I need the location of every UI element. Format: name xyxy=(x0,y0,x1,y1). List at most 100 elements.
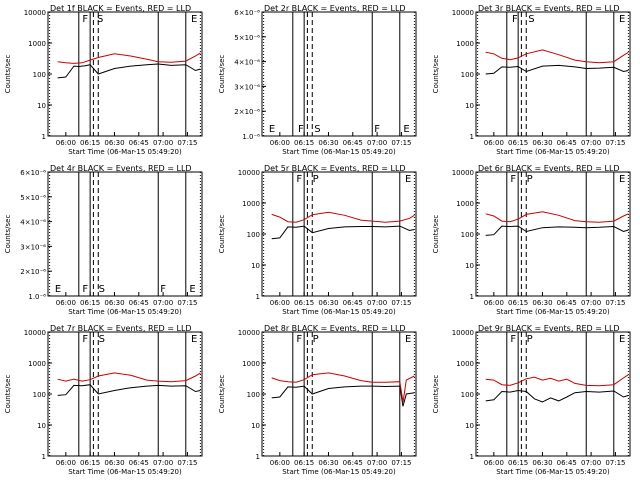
x-tick-label: 07:00 xyxy=(367,299,387,307)
y-tick-label: 100 xyxy=(461,231,474,239)
x-tick-label: 07:15 xyxy=(177,299,197,307)
flag-label: F xyxy=(298,124,304,135)
x-tick-label: 06:00 xyxy=(484,139,504,147)
y-tick-label: 10000 xyxy=(452,169,474,177)
x-tick-label: 06:15 xyxy=(508,299,528,307)
y-axis-label: Counts/sec xyxy=(4,215,12,254)
x-tick-label: 06:45 xyxy=(343,459,363,467)
flag-label: E xyxy=(269,124,275,135)
panel-1: Det 1f BLACK = Events, RED = LLD 1 10 100 10… xyxy=(4,4,203,156)
flag-label: P xyxy=(527,334,533,345)
plot-frame xyxy=(47,331,203,457)
panel-6: Det 6r BLACK = Events, RED = LLD 1 10 100 10… xyxy=(432,164,631,316)
y-tick-label: 1000 xyxy=(456,360,474,368)
chart-title: Det 2r BLACK = Events, RED = LLD xyxy=(264,4,406,13)
lld-series-line xyxy=(485,211,629,223)
events-series-line xyxy=(57,63,201,79)
chart-title: Det 9r BLACK = Events, RED = LLD xyxy=(478,324,620,333)
flag-label: S xyxy=(99,284,105,295)
lld-series-line xyxy=(271,372,415,403)
x-axis-label: Start Time (06-Mar-15 05:49:20) xyxy=(496,148,610,156)
panel-5: Det 5r BLACK = Events, RED = LLD 1 10 100 10… xyxy=(218,164,417,316)
x-tick-label: 06:00 xyxy=(270,299,290,307)
y-tick-label: 3×10⁻⁶ xyxy=(234,83,260,91)
y-axis-label: Counts/sec xyxy=(4,55,12,94)
x-axis-label: Start Time (06-Mar-15 05:49:20) xyxy=(68,468,182,476)
flag-label: E xyxy=(403,124,409,135)
y-tick-label: 1000 xyxy=(242,360,260,368)
flag-label: F xyxy=(510,174,516,185)
y-tick-label: 100 xyxy=(247,391,260,399)
chart-title: Det 3r BLACK = Events, RED = LLD xyxy=(478,4,620,13)
x-tick-label: 06:15 xyxy=(508,139,528,147)
flag-label: P xyxy=(527,174,533,185)
lld-series-line xyxy=(57,52,201,64)
x-tick-label: 07:15 xyxy=(605,299,625,307)
x-tick-label: 07:00 xyxy=(153,299,173,307)
y-tick-label: 1 xyxy=(42,453,46,461)
y-tick-label: 10 xyxy=(251,422,260,430)
panel-3: Det 3r BLACK = Events, RED = LLD 1 10 100 10… xyxy=(432,4,631,156)
flag-label: F xyxy=(82,14,88,25)
y-tick-label: 100 xyxy=(33,71,46,79)
x-axis-label: Start Time (06-Mar-15 05:49:20) xyxy=(282,308,396,316)
x-tick-label: 07:15 xyxy=(177,459,197,467)
y-tick-label: 10000 xyxy=(238,329,260,337)
y-axis-label: Counts/sec xyxy=(432,55,440,94)
y-tick-label: 6×10⁻⁶ xyxy=(234,9,260,17)
lld-series-line xyxy=(271,211,415,223)
y-tick-label: 1.0⁻⁶ xyxy=(242,133,260,141)
lld-series-line xyxy=(485,374,629,387)
flag-label: F xyxy=(296,334,302,345)
flag-label: P xyxy=(313,174,319,185)
y-tick-label: 10000 xyxy=(24,9,46,17)
flag-label: F xyxy=(512,14,518,25)
x-tick-label: 06:15 xyxy=(294,139,314,147)
y-tick-label: 3×10⁻⁶ xyxy=(20,243,46,251)
panel-7: Det 7r BLACK = Events, RED = LLD 1 10 100 10… xyxy=(4,324,203,476)
x-tick-label: 07:00 xyxy=(581,139,601,147)
flag-label: E xyxy=(191,14,197,25)
flag-label: F xyxy=(160,284,166,295)
y-tick-label: 1.0⁻⁶ xyxy=(28,293,46,301)
y-axis-label: Counts/sec xyxy=(4,375,12,414)
panel-9: Det 9r BLACK = Events, RED = LLD 1 10 100 10… xyxy=(432,324,631,476)
x-tick-label: 06:30 xyxy=(318,459,338,467)
x-axis-label: Start Time (06-Mar-15 05:49:20) xyxy=(68,148,182,156)
y-tick-label: 2×10⁻⁶ xyxy=(234,108,260,116)
y-tick-label: 1 xyxy=(470,293,474,301)
x-tick-label: 07:15 xyxy=(391,299,411,307)
x-axis-label: Start Time (06-Mar-15 05:49:20) xyxy=(282,468,396,476)
x-tick-label: 07:15 xyxy=(605,139,625,147)
x-tick-label: 06:30 xyxy=(318,139,338,147)
events-series-line xyxy=(485,64,629,75)
flag-label: F xyxy=(374,124,380,135)
plot-frame xyxy=(261,171,417,297)
y-tick-label: 10000 xyxy=(24,329,46,337)
y-tick-label: 100 xyxy=(461,391,474,399)
y-tick-label: 100 xyxy=(247,231,260,239)
y-tick-label: 100 xyxy=(33,391,46,399)
flag-label: S xyxy=(99,334,105,345)
y-tick-label: 1000 xyxy=(456,200,474,208)
y-tick-label: 4×10⁻⁶ xyxy=(20,219,46,227)
y-tick-label: 10000 xyxy=(452,9,474,17)
y-axis-label: Counts/sec xyxy=(218,215,226,254)
panel-2: Det 2r BLACK = Events, RED = LLD 1.0⁻⁶ 2×1… xyxy=(218,4,417,156)
plot-frame xyxy=(475,11,631,137)
panel-4: Det 4r BLACK = Events, RED = LLD 1.0⁻⁶ 2×1… xyxy=(4,164,203,316)
plot-frame xyxy=(261,11,417,137)
x-tick-label: 06:15 xyxy=(80,459,100,467)
plot-frame xyxy=(47,171,203,297)
y-tick-label: 4×10⁻⁶ xyxy=(234,59,260,67)
y-tick-label: 6×10⁻⁶ xyxy=(20,169,46,177)
panel-8: Det 8r BLACK = Events, RED = LLD 1 10 100 10… xyxy=(218,324,417,476)
lld-series-line xyxy=(57,372,201,383)
flag-label: F xyxy=(296,174,302,185)
x-tick-label: 07:15 xyxy=(391,459,411,467)
chart-title: Det 8r BLACK = Events, RED = LLD xyxy=(264,324,406,333)
flag-label: E xyxy=(619,174,625,185)
x-tick-label: 06:00 xyxy=(56,459,76,467)
